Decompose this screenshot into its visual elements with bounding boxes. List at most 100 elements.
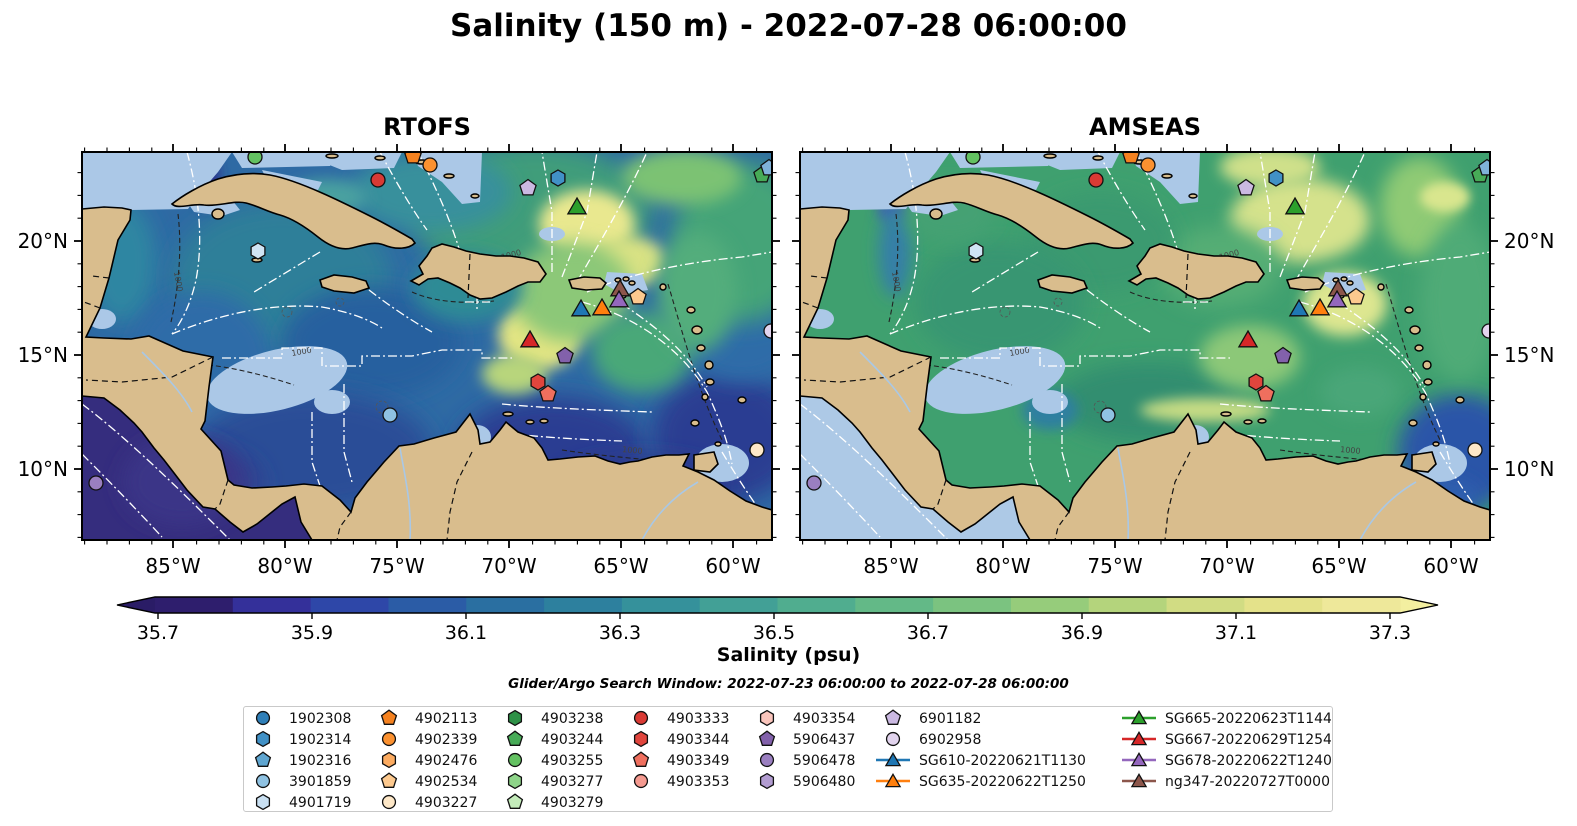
colorbar-segment [155, 597, 234, 613]
legend-marker-ng347-20220727T0000 [1130, 772, 1148, 788]
country-border [467, 253, 471, 299]
salinity-field-feature [915, 242, 1085, 362]
legend-label: 1902308 [289, 711, 351, 727]
island [1243, 419, 1253, 425]
eez-boundary-line [889, 152, 919, 335]
island [1409, 325, 1421, 335]
legend-item-SG665-20220623T1144: SG665-20220623T1144 [1122, 709, 1331, 727]
shallow-bank [1032, 390, 1068, 414]
island [211, 208, 225, 220]
marker-5906478 [88, 475, 104, 491]
legend-label: 4903344 [667, 732, 729, 748]
island [622, 276, 630, 282]
country-border [801, 301, 819, 309]
colorbar-segment [777, 597, 856, 613]
salinity-field-feature [657, 232, 737, 352]
eez-boundary-line [1299, 301, 1451, 465]
x-axis-tick-label: 65°W [593, 554, 648, 578]
legend-item-5906480: 5906480 [759, 772, 855, 790]
pacific-region [800, 396, 1030, 540]
marker-6901182 [519, 178, 537, 196]
legend-item-ng347-20220727T0000: ng347-20220727T0000 [1122, 772, 1330, 790]
legend-item-4902476: 4902476 [381, 751, 477, 769]
marker-6901182 [1237, 178, 1255, 196]
country-border [85, 356, 214, 383]
legend-marker-SG667-20220629T1254 [1130, 730, 1148, 746]
legend-label: SG665-20220623T1144 [1165, 711, 1331, 727]
colorbar-over-arrow [1400, 597, 1438, 613]
legend-item-5906478: 5906478 [759, 752, 855, 769]
legend-label: 4903353 [667, 774, 729, 790]
marker-3901859 [1100, 407, 1116, 423]
salinity-field-feature [1420, 222, 1490, 382]
salinity-field-feature [1420, 182, 1470, 212]
bathy-depth-label: 1000 [622, 445, 643, 456]
eez-boundary-line [501, 403, 653, 413]
landmass-trinidad [693, 451, 719, 473]
island [691, 325, 703, 335]
island [1419, 393, 1427, 401]
island [1432, 441, 1440, 447]
colorbar-tick-label: 35.9 [291, 622, 333, 644]
isobath-contour [170, 213, 181, 323]
legend-label: 3901859 [289, 774, 351, 790]
marker-4902339 [422, 157, 438, 173]
eez-boundary-line [1339, 303, 1426, 388]
eez-boundary-line [1086, 289, 1151, 333]
legend-marker-4903344 [633, 730, 649, 748]
legend-item-4903255: 4903255 [507, 752, 603, 769]
colorbar-tick-label: 36.1 [445, 622, 487, 644]
marker-1902314 [1268, 169, 1284, 187]
bathy-depth-label: 1000 [890, 271, 902, 293]
island [705, 378, 715, 386]
y-axis-tick-label: 10°N [18, 457, 68, 481]
legend-item-SG678-20220622T1240: SG678-20220622T1240 [1122, 751, 1331, 769]
colorbar-segment [388, 597, 467, 613]
legend-marker-4903354 [759, 709, 775, 727]
colorbar-tick-label: 36.5 [753, 622, 795, 644]
eez-boundary-line [1219, 403, 1371, 413]
river [641, 481, 699, 540]
x-axis-tick-label: 70°W [481, 554, 536, 578]
legend-item-4903354: 4903354 [759, 709, 855, 727]
shallow-bank [314, 390, 350, 414]
legend-label: 4903255 [541, 753, 603, 769]
legend-label: 4903277 [541, 774, 603, 790]
panel-title-rtofs: RTOFS [383, 113, 471, 141]
marker-SG635 [591, 297, 613, 316]
colorbar-tick-label: 36.7 [907, 622, 949, 644]
salinity-field-feature [1380, 157, 1460, 257]
island [659, 283, 667, 291]
country-border [809, 275, 828, 279]
legend-marker-SG665-20220623T1144 [1130, 709, 1148, 725]
eez-boundary-line [581, 301, 733, 465]
legend-label: 6902958 [919, 732, 981, 748]
marker-3901859 [382, 407, 398, 423]
map-frame [81, 151, 773, 541]
legend-marker-4901719 [255, 793, 271, 810]
marker-5906478 [806, 475, 822, 491]
legend-marker-4903333 [633, 710, 649, 726]
legend-marker-4903255 [507, 752, 523, 768]
eez-boundary-line [541, 152, 553, 272]
landmass-cuba [888, 172, 1135, 250]
legend-label: 4902113 [415, 711, 477, 727]
river [141, 351, 193, 413]
legend-label: 5906480 [793, 774, 855, 790]
bathy-depth-label: 1000 [1009, 346, 1031, 358]
legend-label: 5906478 [793, 753, 855, 769]
eez-boundary-line [1097, 152, 1146, 231]
eez-boundary-line [1029, 412, 1041, 493]
legend-label: 4903333 [667, 711, 729, 727]
eez-boundary-line [82, 403, 231, 540]
marker-4903227 [749, 442, 765, 458]
legend-item-4903277: 4903277 [507, 772, 603, 790]
legend-marker-4902113 [380, 709, 398, 725]
legend-marker-4902339 [381, 731, 397, 747]
legend-item-4903238: 4903238 [507, 709, 603, 727]
island [374, 155, 386, 161]
marker-SG665 [566, 196, 588, 215]
river [1117, 447, 1130, 540]
legend-label: 4903227 [415, 795, 477, 810]
